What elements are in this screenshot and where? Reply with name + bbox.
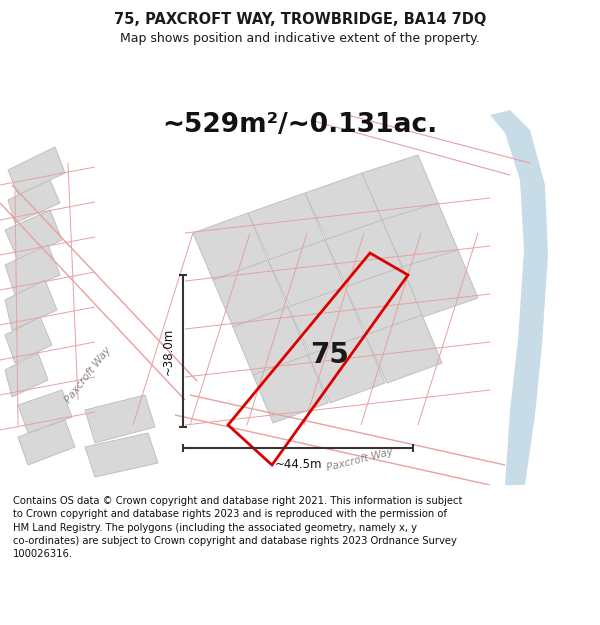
Text: ~38.0m: ~38.0m [162,328,175,374]
Text: 75: 75 [311,341,349,369]
Polygon shape [85,433,158,477]
Polygon shape [8,180,60,223]
Polygon shape [268,240,345,307]
Polygon shape [253,355,328,423]
Polygon shape [5,353,48,397]
Text: ~44.5m: ~44.5m [274,458,322,471]
Polygon shape [233,307,308,375]
Polygon shape [325,220,402,287]
Polygon shape [365,315,442,383]
Polygon shape [402,250,478,317]
Polygon shape [85,395,155,443]
Polygon shape [18,420,75,465]
Polygon shape [345,267,422,335]
Polygon shape [308,335,385,403]
Polygon shape [8,147,65,195]
Polygon shape [288,287,365,355]
Polygon shape [5,280,57,330]
Text: Map shows position and indicative extent of the property.: Map shows position and indicative extent… [120,32,480,45]
Polygon shape [362,155,438,222]
Polygon shape [305,173,382,240]
Text: Paxcroft Way: Paxcroft Way [63,345,113,405]
Text: ~529m²/~0.131ac.: ~529m²/~0.131ac. [163,112,437,138]
Polygon shape [382,203,458,268]
Polygon shape [5,245,60,295]
Polygon shape [490,110,548,485]
Polygon shape [213,260,288,327]
Text: Paxcroft Way: Paxcroft Way [326,447,394,473]
Polygon shape [5,317,52,363]
Polygon shape [5,210,62,260]
Polygon shape [18,390,72,433]
Polygon shape [248,193,325,260]
Text: 75, PAXCROFT WAY, TROWBRIDGE, BA14 7DQ: 75, PAXCROFT WAY, TROWBRIDGE, BA14 7DQ [114,12,486,27]
Text: Contains OS data © Crown copyright and database right 2021. This information is : Contains OS data © Crown copyright and d… [13,496,463,559]
Polygon shape [193,213,268,280]
